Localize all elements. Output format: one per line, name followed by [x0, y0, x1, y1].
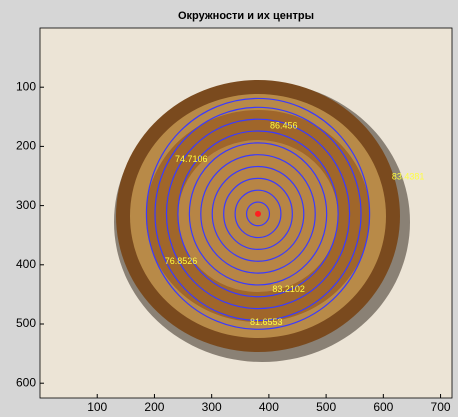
y-tick-label: 400	[16, 257, 36, 271]
chart: Окружности и их центры 86.456 74.7106 83.4…	[0, 0, 458, 417]
value-label: 74.7106	[175, 154, 208, 164]
x-tick-label: 700	[431, 400, 451, 414]
center-point	[255, 211, 261, 217]
y-tick-label: 100	[16, 79, 36, 93]
value-label: 83.4381	[392, 172, 425, 182]
value-label: 83.2102	[272, 284, 305, 294]
chart-title: Окружности и их центры	[178, 10, 314, 22]
y-tick-label: 500	[16, 316, 36, 330]
y-tick-label: 300	[16, 198, 36, 212]
x-tick-label: 300	[202, 400, 222, 414]
x-tick-label: 600	[373, 400, 393, 414]
x-tick-label: 500	[316, 400, 336, 414]
x-tick-label: 200	[144, 400, 164, 414]
value-label: 76.8526	[165, 256, 198, 266]
x-tick-label: 100	[87, 400, 107, 414]
page: Окружности и их центры 86.456 74.7106 83.4…	[0, 0, 458, 417]
x-tick-label: 400	[259, 400, 279, 414]
y-tick-label: 200	[16, 139, 36, 153]
value-label: 81.6553	[250, 317, 283, 327]
value-label: 86.456	[270, 121, 298, 131]
y-tick-label: 600	[16, 375, 36, 389]
